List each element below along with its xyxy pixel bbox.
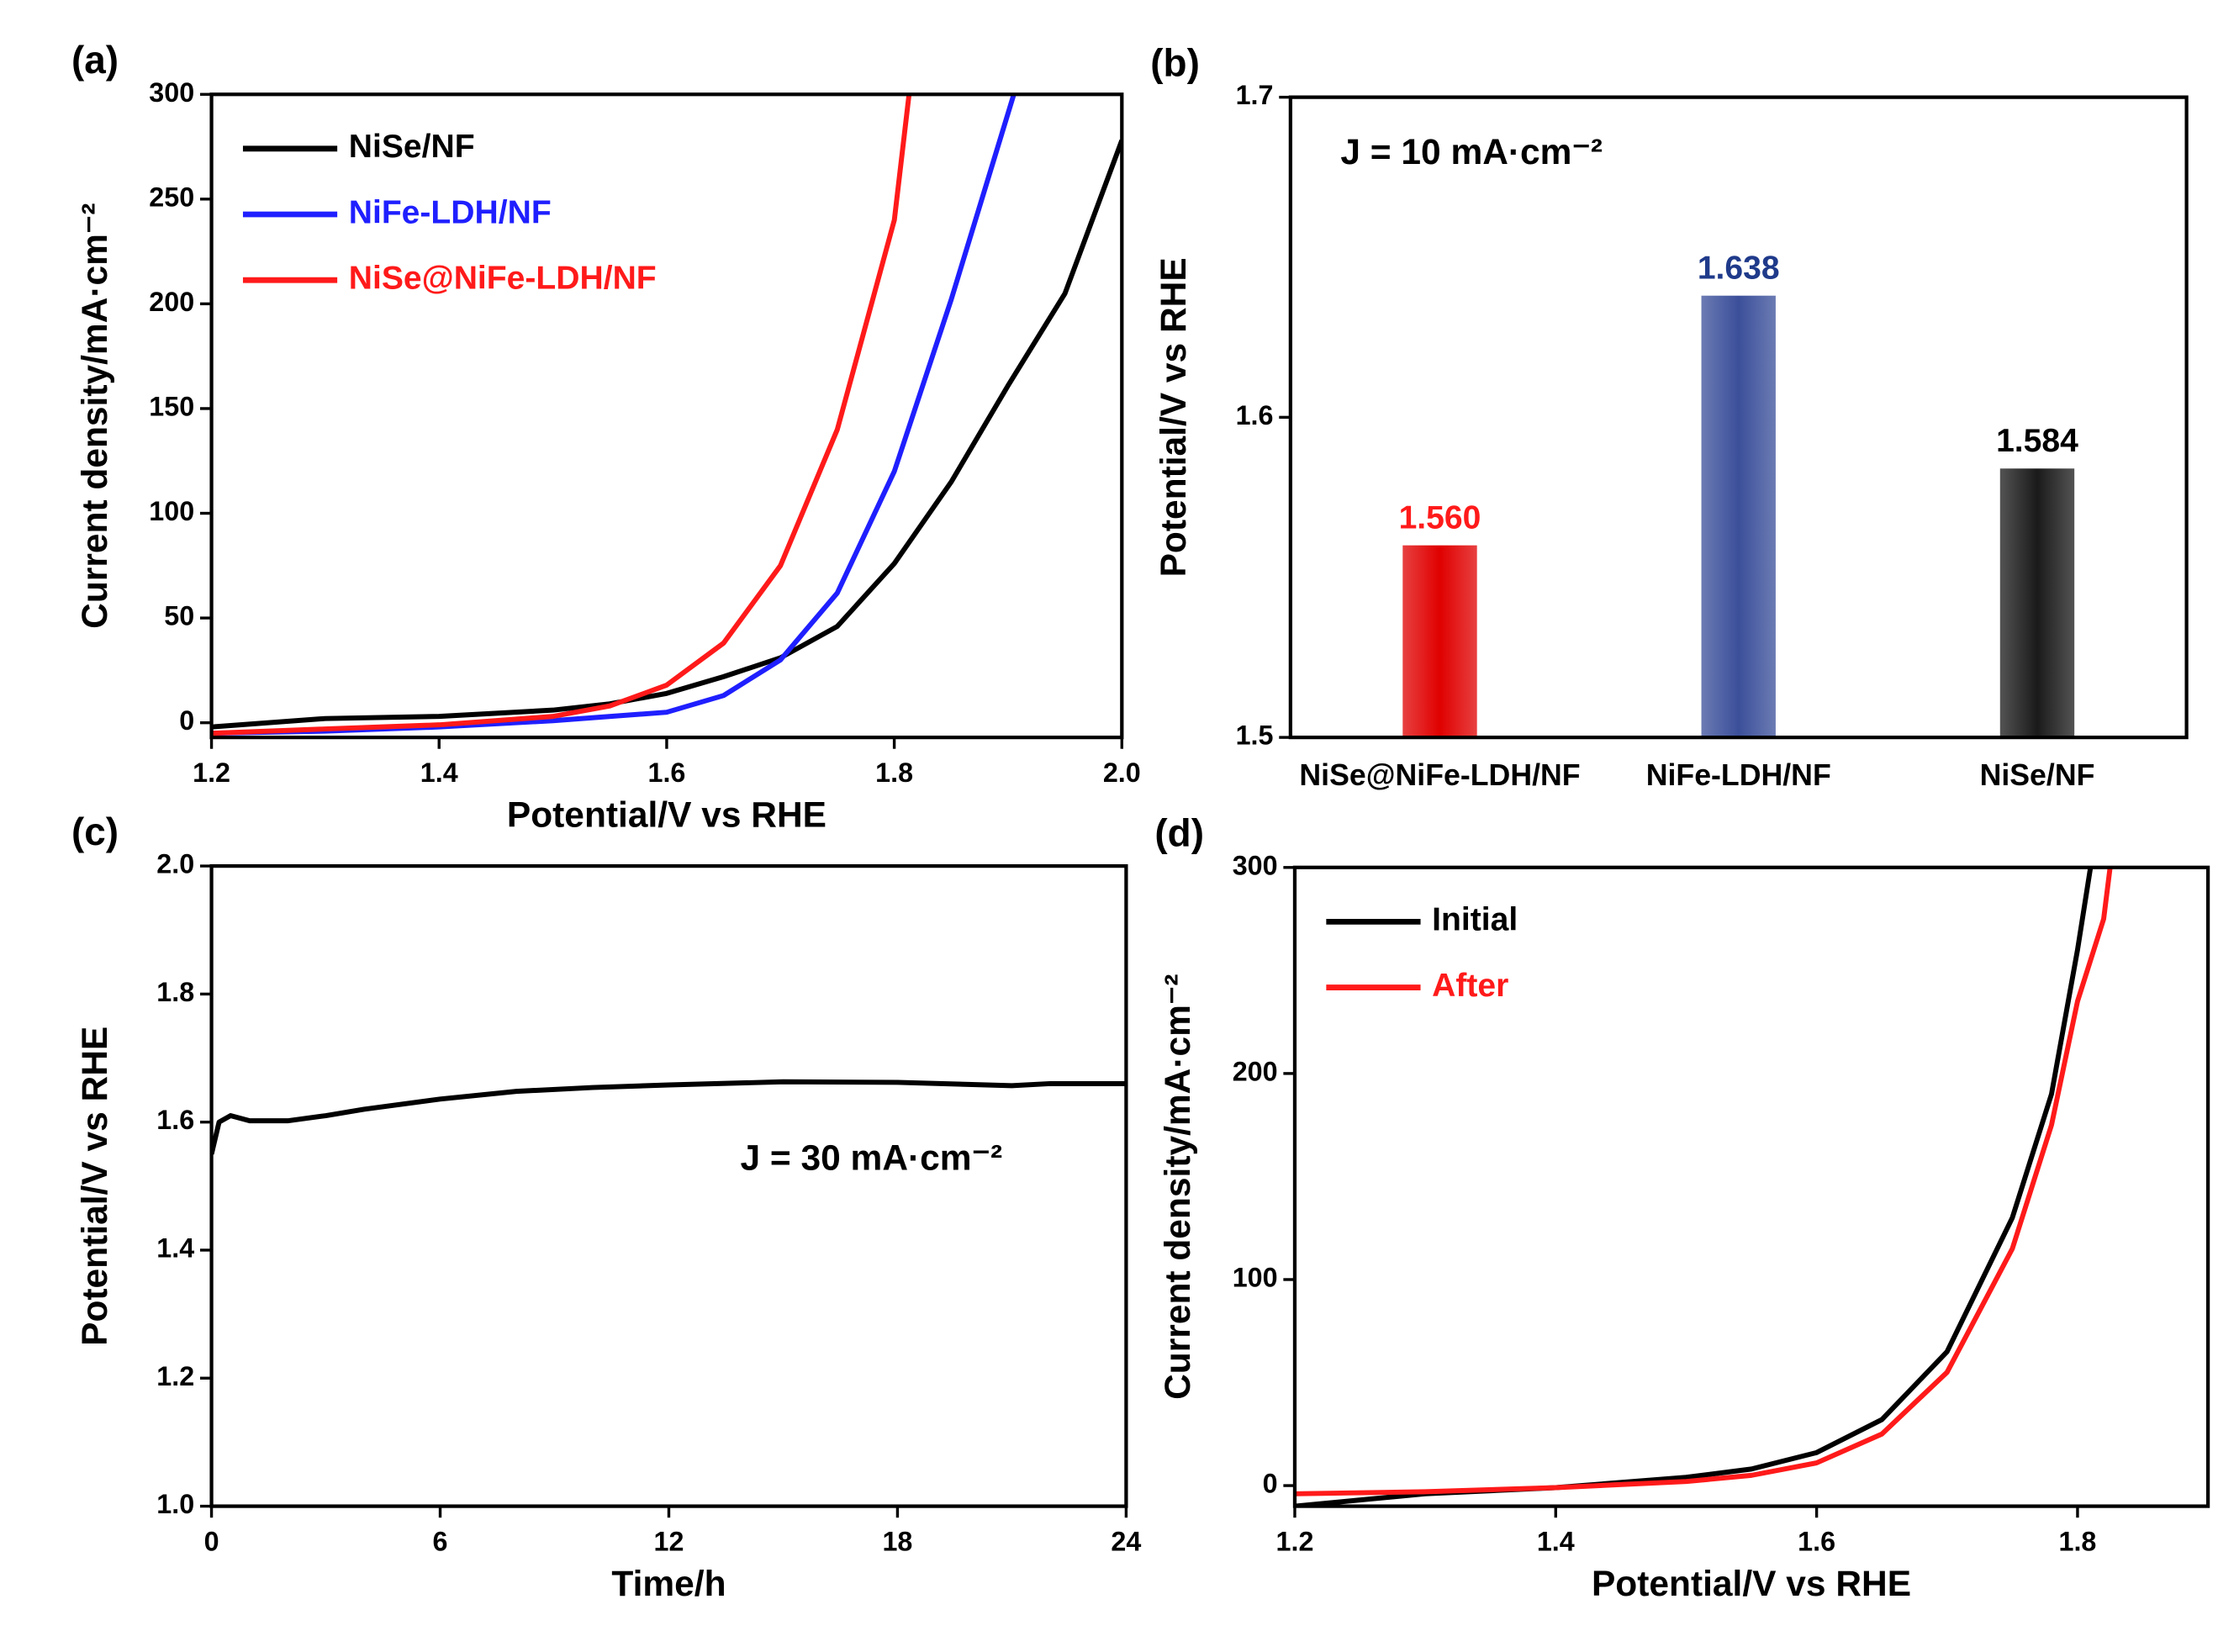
y-tick-label: 0 (179, 705, 194, 736)
x-tick-label: 1.2 (193, 757, 230, 788)
x-tick-label: 1.8 (2058, 1526, 2096, 1556)
series-line (211, 1079, 1127, 1155)
bar (1701, 295, 1776, 738)
y-tick-label: 1.5 (1236, 720, 1274, 751)
x-tick-label: 6 (433, 1526, 448, 1556)
x-tick-label: 1.2 (1276, 1526, 1314, 1556)
series-line (1294, 867, 2113, 1496)
y-tick-label: 0 (1263, 1469, 1278, 1499)
value-label: 1.638 (1698, 250, 1780, 286)
y-tick-label: 1.8 (156, 977, 194, 1007)
x-axis-label: Time/h (611, 1565, 726, 1604)
x-tick-label: 1.8 (875, 757, 913, 788)
value-label: 1.560 (1399, 499, 1481, 536)
legend-label: NiFe-LDH/NF (349, 194, 552, 230)
annotation: J = 30 mA·cm⁻² (740, 1138, 1002, 1178)
y-tick-label: 1.6 (156, 1105, 194, 1135)
plot-frame (209, 863, 1128, 1508)
panel-label: (d) (1154, 811, 1204, 855)
legend-label: Initial (1432, 902, 1518, 938)
value-label: 1.584 (1996, 423, 2078, 459)
y-tick-label: 2.0 (156, 849, 194, 879)
plot-frame (1292, 865, 2210, 1508)
y-tick-label: 1.2 (156, 1361, 194, 1391)
x-tick-label: NiSe/NF (1980, 758, 2095, 792)
x-tick-label: 24 (1111, 1526, 1141, 1556)
panel-label: (a) (71, 38, 119, 82)
y-tick-label: 200 (1233, 1056, 1278, 1086)
x-axis-label: Potential/V vs RHE (1592, 1565, 1911, 1604)
x-tick-label: 2.0 (1103, 757, 1141, 788)
panel-label: (c) (71, 810, 119, 853)
y-axis-label: Potential/V vs RHE (1154, 257, 1194, 577)
x-tick-label: 0 (204, 1526, 219, 1556)
legend-label: NiSe@NiFe-LDH/NF (349, 261, 657, 297)
y-tick-label: 50 (164, 601, 194, 631)
y-tick-label: 300 (149, 77, 194, 108)
series-line (211, 94, 1017, 736)
y-tick-label: 1.4 (156, 1233, 194, 1264)
x-axis-label: Potential/V vs RHE (507, 796, 826, 836)
y-tick-label: 150 (149, 391, 194, 421)
x-tick-label: 1.4 (420, 757, 458, 788)
panel-label: (b) (1150, 40, 1200, 84)
plot-frame (1288, 95, 2189, 740)
annotation: J = 10 mA·cm⁻² (1340, 133, 1603, 172)
x-tick-label: NiSe@NiFe-LDH/NF (1299, 758, 1580, 792)
x-tick-label: 1.6 (1798, 1526, 1835, 1556)
x-tick-label: NiFe-LDH/NF (1646, 758, 1831, 792)
y-axis-label: Current density/mA·cm⁻² (1159, 974, 1198, 1400)
series-line (211, 139, 1122, 730)
y-tick-label: 1.6 (1236, 400, 1274, 430)
y-axis-label: Current density/mA·cm⁻² (76, 203, 115, 628)
y-axis-label: Potential/V vs RHE (76, 1027, 115, 1346)
y-tick-label: 200 (149, 287, 194, 317)
bar (1999, 468, 2075, 738)
legend-label: NiSe/NF (349, 129, 475, 165)
y-tick-label: 300 (1233, 850, 1278, 880)
y-tick-label: 250 (149, 182, 194, 212)
x-tick-label: 1.6 (647, 757, 685, 788)
x-tick-label: 12 (654, 1526, 684, 1556)
x-tick-label: 18 (882, 1526, 912, 1556)
legend-label: After (1432, 968, 1508, 1004)
y-tick-label: 100 (1233, 1263, 1278, 1293)
y-tick-label: 1.7 (1236, 80, 1274, 110)
series-line (1294, 867, 2094, 1507)
plot-frame (209, 92, 1124, 740)
y-tick-label: 1.0 (156, 1489, 194, 1519)
series-line (211, 94, 912, 736)
y-tick-label: 100 (149, 496, 194, 526)
x-tick-label: 1.4 (1537, 1526, 1575, 1556)
bar (1402, 545, 1477, 738)
